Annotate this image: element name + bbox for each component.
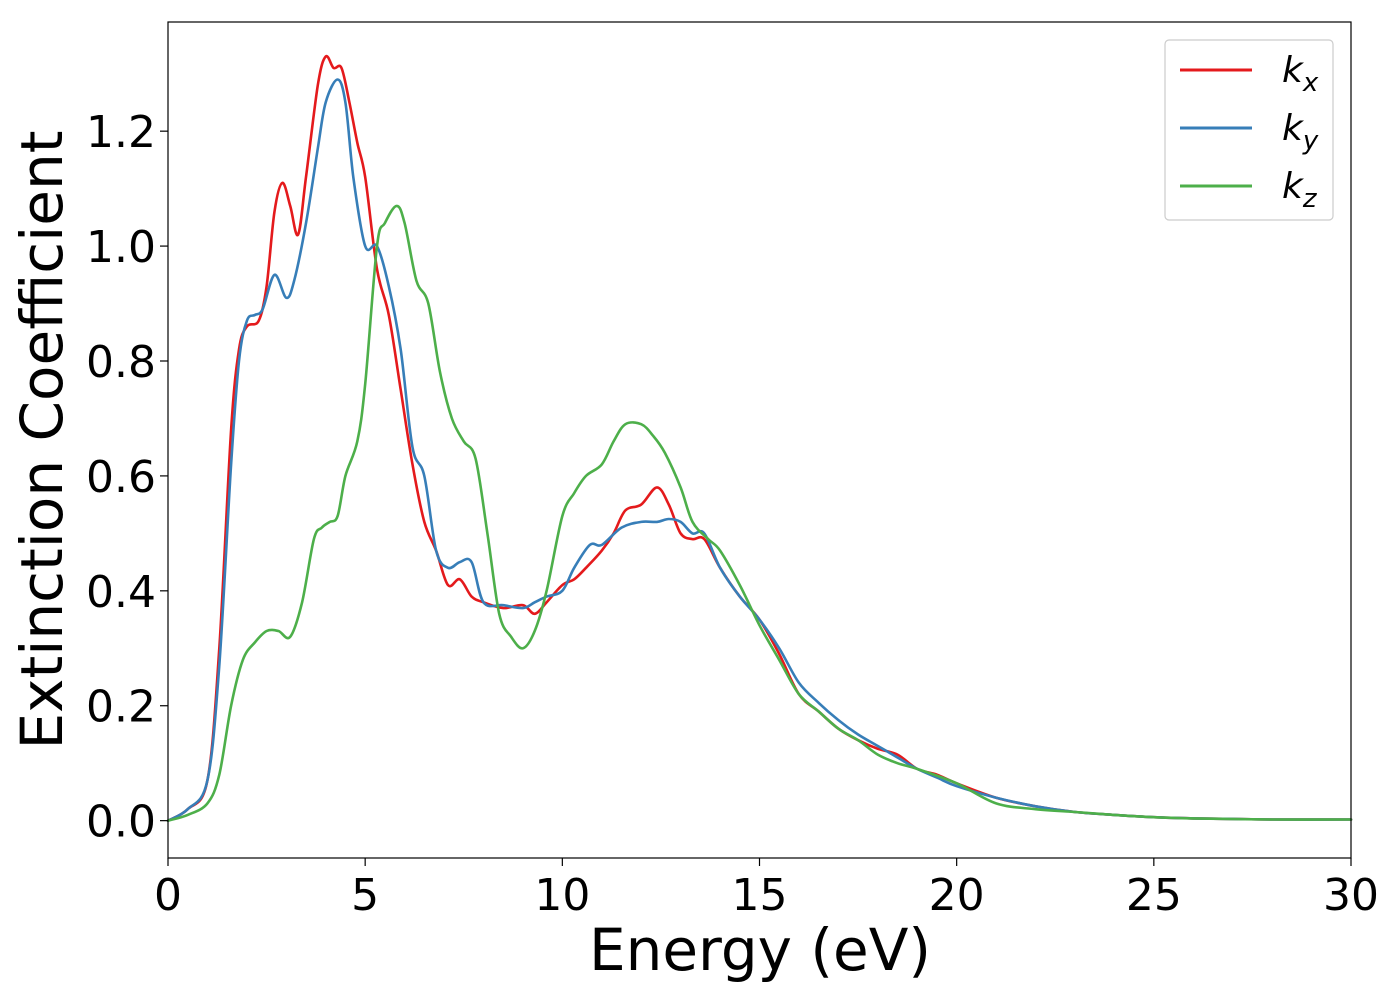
- legend-box: [1164, 39, 1334, 221]
- y-tick-label: 0.6: [86, 452, 156, 503]
- x-axis-label: Energy (eV): [589, 916, 931, 984]
- y-tick-label: 1.0: [86, 222, 156, 273]
- x-tick-label: 30: [1323, 870, 1379, 921]
- y-axis-label: Extinction Coefficient: [8, 131, 76, 750]
- y-tick-label: 0.8: [86, 337, 156, 388]
- y-tick-label: 0.0: [86, 797, 156, 848]
- x-axis: 0 5 10 15 20 25 30: [154, 858, 1379, 921]
- legend-label-kz: kz: [1282, 166, 1318, 214]
- legend: kx ky kz: [1164, 39, 1334, 221]
- y-axis: 0.0 0.2 0.4 0.6 0.8 1.0 1.2: [86, 107, 168, 848]
- x-tick-label: 5: [351, 870, 379, 921]
- x-tick-label: 20: [929, 870, 985, 921]
- legend-label-ky: ky: [1282, 108, 1319, 156]
- series-line-kz: [166, 204, 1353, 822]
- y-tick-label: 0.4: [86, 567, 156, 618]
- plot-lines: [166, 54, 1353, 822]
- legend-label-kx: kx: [1282, 50, 1319, 98]
- x-tick-label: 0: [154, 870, 182, 921]
- x-tick-label: 10: [534, 870, 590, 921]
- x-tick-label: 15: [732, 870, 788, 921]
- series-line-kx: [166, 54, 1353, 822]
- x-tick-label: 25: [1126, 870, 1182, 921]
- y-tick-label: 1.2: [86, 107, 156, 158]
- y-tick-label: 0.2: [86, 682, 156, 733]
